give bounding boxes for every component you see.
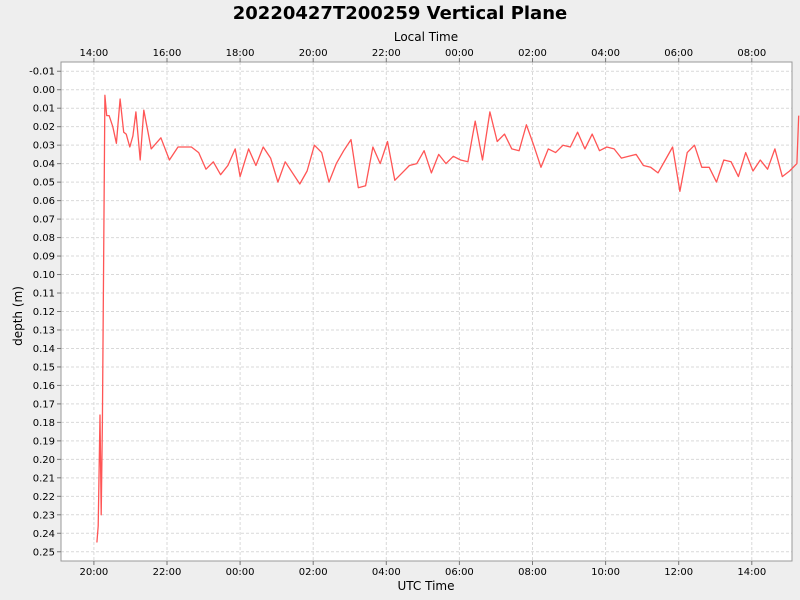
y-tick-label: 0.22 — [33, 492, 55, 503]
y-tick-label: 0.00 — [33, 85, 55, 96]
y-tick-label: 0.18 — [33, 418, 55, 429]
y-tick-label: 0.17 — [33, 399, 55, 410]
y-tick-label: 0.01 — [33, 104, 55, 115]
y-tick-label: 0.11 — [33, 289, 55, 300]
top-tick-label: 00:00 — [445, 48, 474, 59]
top-tick-label: 20:00 — [299, 48, 328, 59]
y-tick-label: 0.19 — [33, 436, 55, 447]
y-tick-label: 0.13 — [33, 325, 55, 336]
y-tick-label: 0.05 — [33, 178, 55, 189]
top-axis-label: Local Time — [394, 30, 458, 44]
x-axis-label: UTC Time — [398, 579, 455, 593]
top-tick-label: 18:00 — [226, 48, 255, 59]
x-tick-label: 08:00 — [518, 567, 547, 578]
y-tick-label: 0.20 — [33, 455, 55, 466]
y-tick-label: 0.24 — [33, 529, 55, 540]
top-tick-label: 22:00 — [372, 48, 401, 59]
y-tick-label: 0.21 — [33, 473, 55, 484]
top-tick-label: 04:00 — [591, 48, 620, 59]
y-tick-label: 0.07 — [33, 215, 55, 226]
y-tick-label: 0.08 — [33, 233, 55, 244]
x-tick-label: 04:00 — [372, 567, 401, 578]
x-tick-label: 10:00 — [591, 567, 620, 578]
top-tick-label: 16:00 — [153, 48, 182, 59]
y-tick-label: 0.25 — [33, 547, 55, 558]
y-tick-label: 0.10 — [33, 270, 55, 281]
x-tick-label: 12:00 — [664, 567, 693, 578]
chart-title: 20220427T200259 Vertical Plane — [233, 3, 567, 24]
y-tick-label: 0.12 — [33, 307, 55, 318]
y-tick-label: 0.23 — [33, 510, 55, 521]
depth-series-line — [96, 94, 800, 543]
x-tick-label: 20:00 — [79, 567, 108, 578]
y-tick-label: 0.16 — [33, 381, 55, 392]
top-tick-label: 08:00 — [737, 48, 766, 59]
y-tick-label: 0.14 — [33, 344, 55, 355]
x-tick-label: 22:00 — [153, 567, 182, 578]
plot-area: -0.01 0.00 0.01 0.02 0.03 0.04 0.05 0.06 0.07 0.0… — [29, 48, 800, 578]
y-tick-label: 0.06 — [33, 196, 55, 207]
top-tick-label: 02:00 — [518, 48, 547, 59]
top-tick-label: 14:00 — [79, 48, 108, 59]
y-tick-label: 0.03 — [33, 141, 55, 152]
y-tick-label: 0.09 — [33, 252, 55, 263]
y-tick-label: 0.04 — [33, 159, 55, 170]
x-tick-label: 00:00 — [226, 567, 255, 578]
x-tick-label: 06:00 — [445, 567, 474, 578]
x-tick-label: 14:00 — [737, 567, 766, 578]
y-axis-label: depth (m) — [11, 286, 25, 346]
y-tick-label: 0.02 — [33, 122, 55, 133]
x-tick-label: 02:00 — [299, 567, 328, 578]
top-tick-label: 06:00 — [664, 48, 693, 59]
y-tick-label: 0.15 — [33, 362, 55, 373]
y-tick-label: -0.01 — [29, 67, 55, 78]
